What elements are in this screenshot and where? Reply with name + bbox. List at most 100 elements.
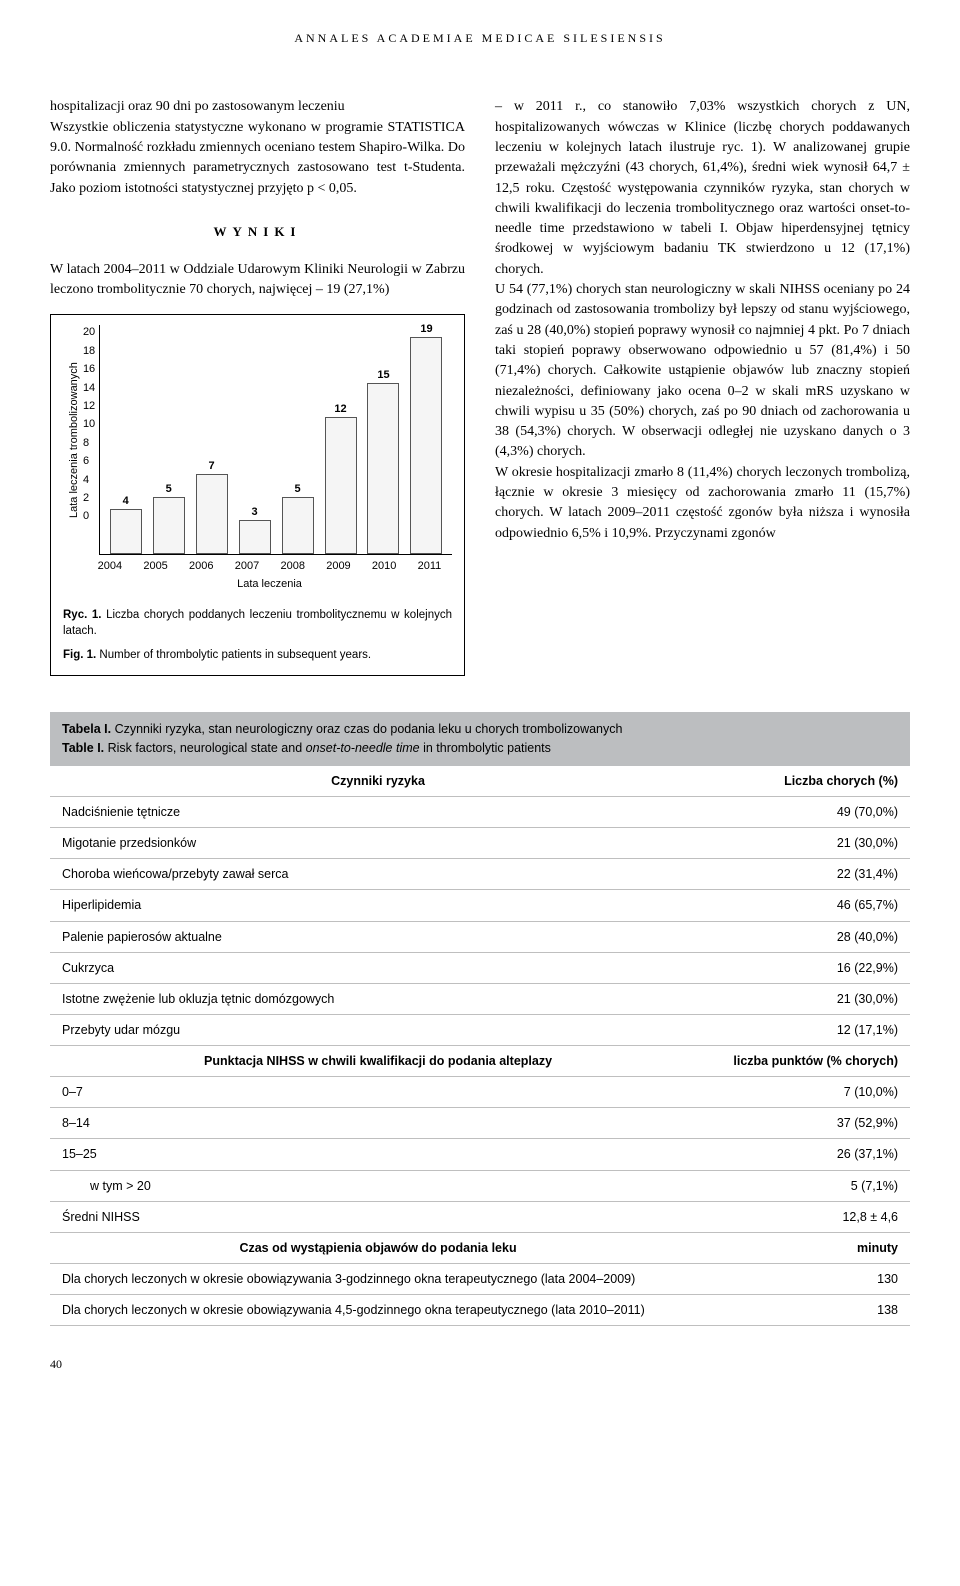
para: W okresie hospitalizacji zmarło 8 (11,4%… <box>495 463 910 544</box>
cell-label: Choroba wieńcowa/przebyty zawał serca <box>50 859 706 890</box>
cell-label: 15–25 <box>50 1139 706 1170</box>
table-head-en-bold: Table I. <box>62 741 104 755</box>
cell-value: 37 (52,9%) <box>706 1108 910 1139</box>
cell-label: Migotanie przedsionków <box>50 828 706 859</box>
caption-fig-bold: Fig. 1. <box>63 649 96 661</box>
cell-label: Dla chorych leczonych w okresie obowiązy… <box>50 1295 706 1326</box>
cell-value: 138 <box>706 1295 910 1326</box>
cell-value: 49 (70,0%) <box>706 797 910 828</box>
bar: 5 <box>282 497 314 554</box>
y-axis-label: Lata leczenia trombolizowanych <box>63 325 83 555</box>
table-row: Migotanie przedsionków21 (30,0%) <box>50 828 910 859</box>
para: Wszystkie obliczenia statystyczne wykona… <box>50 118 465 199</box>
para: – w 2011 r., co stanowiło 7,03% wszystki… <box>495 97 910 280</box>
table-row: Przebyty udar mózgu12 (17,1%) <box>50 1014 910 1045</box>
bar-value-label: 4 <box>111 494 141 510</box>
section-value-head: Liczba chorych (%) <box>706 766 910 797</box>
cell-label: Hiperlipidemia <box>50 890 706 921</box>
y-tick: 18 <box>83 344 95 360</box>
cell-label: Dla chorych leczonych w okresie obowiązy… <box>50 1263 706 1294</box>
x-tick: 2009 <box>326 559 350 575</box>
cell-label: w tym > 20 <box>50 1170 706 1201</box>
table-row: Cukrzyca16 (22,9%) <box>50 952 910 983</box>
bar-value-label: 12 <box>326 402 356 418</box>
cell-label: Istotne zwężenie lub okluzja tętnic domó… <box>50 983 706 1014</box>
y-tick: 4 <box>83 473 95 489</box>
bar-value-label: 3 <box>240 505 270 521</box>
cell-label: 8–14 <box>50 1108 706 1139</box>
cell-value: 46 (65,7%) <box>706 890 910 921</box>
y-tick: 6 <box>83 454 95 470</box>
x-tick: 2008 <box>280 559 304 575</box>
section-heading: WYNIKI <box>50 223 465 242</box>
left-column: hospitalizacji oraz 90 dni po zastosowan… <box>50 97 465 676</box>
running-head: ANNALES ACADEMIAE MEDICAE SILESIENSIS <box>50 30 910 47</box>
table-1: Tabela I. Czynniki ryzyka, stan neurolog… <box>50 712 910 1326</box>
right-column: – w 2011 r., co stanowiło 7,03% wszystki… <box>495 97 910 676</box>
y-tick: 12 <box>83 399 95 415</box>
table-row: Palenie papierosów aktualne28 (40,0%) <box>50 921 910 952</box>
cell-label: Nadciśnienie tętnicze <box>50 797 706 828</box>
table-row: Dla chorych leczonych w okresie obowiązy… <box>50 1263 910 1294</box>
x-tick: 2005 <box>143 559 167 575</box>
figure-caption: Ryc. 1. Liczba chorych poddanych leczeni… <box>63 607 452 663</box>
table-row: Hiperlipidemia46 (65,7%) <box>50 890 910 921</box>
bar: 12 <box>325 417 357 554</box>
risk-factors-table: Czynniki ryzyka Liczba chorych (%) Nadci… <box>50 766 910 1326</box>
table-section-row: Punktacja NIHSS w chwili kwalifikacji do… <box>50 1046 910 1077</box>
para: hospitalizacji oraz 90 dni po zastosowan… <box>50 97 465 117</box>
y-axis-ticks: 02468101214161820 <box>83 325 99 525</box>
cell-value: 26 (37,1%) <box>706 1139 910 1170</box>
cell-value: 7 (10,0%) <box>706 1077 910 1108</box>
table-head-pl-text: Czynniki ryzyka, stan neurologiczny oraz… <box>111 722 622 736</box>
bar-value-label: 15 <box>368 368 398 384</box>
caption-ryc-text: Liczba chorych poddanych leczeniu trombo… <box>63 609 452 637</box>
section-label: Punktacja NIHSS w chwili kwalifikacji do… <box>50 1046 706 1077</box>
cell-label: Cukrzyca <box>50 952 706 983</box>
table-row: 0–77 (10,0%) <box>50 1077 910 1108</box>
cell-value: 12 (17,1%) <box>706 1014 910 1045</box>
table-row: 8–1437 (52,9%) <box>50 1108 910 1139</box>
bar: 19 <box>410 337 442 555</box>
caption-ryc-bold: Ryc. 1. <box>63 609 101 621</box>
table-row: Średni NIHSS 12,8 ± 4,6 <box>50 1201 910 1232</box>
bar: 3 <box>239 520 271 554</box>
table-row: Nadciśnienie tętnicze49 (70,0%) <box>50 797 910 828</box>
bar: 5 <box>153 497 185 554</box>
table-head-en-italic: onset-to-needle time <box>306 741 420 755</box>
chart-area: Lata leczenia trombolizowanych 024681012… <box>63 325 452 555</box>
cell-label: Przebyty udar mózgu <box>50 1014 706 1045</box>
cell-value: 21 (30,0%) <box>706 983 910 1014</box>
chart-plot: 45735121519 <box>99 325 452 555</box>
bar-value-label: 19 <box>411 322 441 338</box>
table-header: Tabela I. Czynniki ryzyka, stan neurolog… <box>50 712 910 766</box>
cell-label: 0–7 <box>50 1077 706 1108</box>
section-label: Czas od wystąpienia objawów do podania l… <box>50 1232 706 1263</box>
bar: 7 <box>196 474 228 554</box>
caption-fig-text: Number of thrombolytic patients in subse… <box>96 649 371 661</box>
para: U 54 (77,1%) chorych stan neurologiczny … <box>495 280 910 463</box>
bar-value-label: 5 <box>154 482 184 498</box>
two-column-body: hospitalizacji oraz 90 dni po zastosowan… <box>50 97 910 676</box>
x-tick: 2004 <box>98 559 122 575</box>
table-head-en-text-a: Risk factors, neurological state and <box>104 741 306 755</box>
section-value-head: liczba punktów (% chorych) <box>706 1046 910 1077</box>
table-row: w tym > 20 5 (7,1%) <box>50 1170 910 1201</box>
cell-value: 12,8 ± 4,6 <box>706 1201 910 1232</box>
y-tick: 14 <box>83 381 95 397</box>
y-tick: 16 <box>83 362 95 378</box>
y-tick: 8 <box>83 436 95 452</box>
page-number: 40 <box>50 1356 910 1373</box>
x-tick: 2011 <box>418 559 442 575</box>
table-row: Istotne zwężenie lub okluzja tętnic domó… <box>50 983 910 1014</box>
cell-value: 28 (40,0%) <box>706 921 910 952</box>
cell-value: 22 (31,4%) <box>706 859 910 890</box>
section-value-head: minuty <box>706 1232 910 1263</box>
x-tick: 2010 <box>372 559 396 575</box>
bar-value-label: 7 <box>197 459 227 475</box>
table-section-row: Czas od wystąpienia objawów do podania l… <box>50 1232 910 1263</box>
x-axis-label: Lata leczenia <box>63 577 452 593</box>
bar-value-label: 5 <box>283 482 313 498</box>
bar: 15 <box>367 383 399 555</box>
y-tick: 10 <box>83 417 95 433</box>
